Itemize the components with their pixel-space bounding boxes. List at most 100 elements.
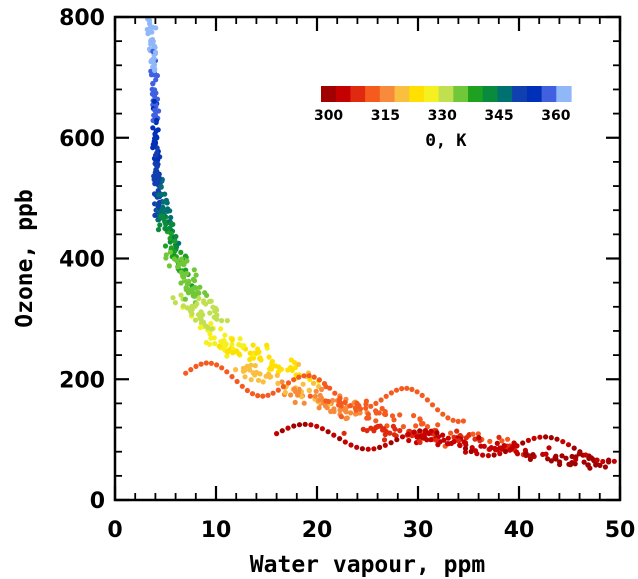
data-point: [314, 424, 319, 429]
data-point: [434, 430, 439, 435]
y-tick-label: 400: [59, 248, 105, 273]
data-point: [194, 273, 199, 278]
data-point: [339, 414, 344, 419]
data-point: [198, 315, 203, 320]
data-point: [537, 435, 542, 440]
data-point: [373, 418, 378, 423]
data-point: [389, 390, 394, 395]
data-point: [397, 428, 402, 433]
data-point: [583, 452, 588, 457]
data-point: [222, 333, 227, 338]
data-point: [225, 349, 230, 354]
data-point: [430, 402, 435, 407]
data-point: [451, 418, 456, 423]
data-point: [514, 443, 519, 448]
data-point: [192, 278, 197, 283]
data-point: [179, 270, 184, 275]
colorbar-tick-label: 315: [371, 108, 400, 124]
data-point: [553, 456, 558, 461]
data-point: [343, 406, 348, 411]
data-point: [212, 341, 217, 346]
data-point: [192, 294, 197, 299]
colorbar-swatch: [321, 86, 336, 102]
data-point: [281, 384, 286, 389]
data-point: [184, 285, 189, 290]
data-point: [435, 407, 440, 412]
data-point: [157, 222, 162, 227]
data-point: [312, 375, 317, 380]
data-point: [425, 397, 430, 402]
data-point: [155, 180, 160, 185]
data-point: [248, 363, 253, 368]
data-point: [440, 433, 445, 438]
data-point: [163, 222, 168, 227]
data-point: [250, 391, 255, 396]
x-tick-label: 20: [302, 518, 333, 543]
data-point: [291, 377, 296, 382]
data-point: [423, 428, 428, 433]
data-point: [256, 350, 261, 355]
data-point: [337, 396, 342, 401]
data-point: [563, 456, 568, 461]
data-point: [154, 118, 159, 123]
data-point: [323, 403, 328, 408]
data-point: [199, 362, 204, 367]
data-point: [311, 381, 316, 386]
data-point: [297, 422, 302, 427]
data-point: [454, 429, 459, 434]
data-point: [327, 386, 332, 391]
data-point: [480, 453, 485, 458]
data-point: [332, 391, 337, 396]
data-point: [409, 387, 414, 392]
data-point: [168, 250, 173, 255]
data-point: [368, 404, 373, 409]
data-point: [152, 141, 157, 146]
data-point: [219, 318, 224, 323]
data-point: [495, 441, 500, 446]
data-point: [391, 417, 396, 422]
data-point: [167, 263, 172, 268]
data-point: [193, 364, 198, 369]
data-point: [377, 445, 382, 450]
data-point: [252, 372, 257, 377]
colorbar-tick-label: 300: [314, 108, 343, 124]
data-point: [469, 449, 474, 454]
colorbar-swatch: [439, 86, 454, 102]
data-point: [257, 371, 262, 376]
data-point: [172, 239, 177, 244]
data-point: [492, 452, 497, 457]
data-point: [163, 226, 168, 231]
data-point: [316, 398, 321, 403]
data-point: [314, 389, 319, 394]
data-point: [317, 405, 322, 410]
data-point: [326, 429, 331, 434]
colorbar-swatch: [497, 86, 512, 102]
data-point: [401, 424, 406, 429]
data-point: [275, 373, 280, 378]
data-point: [196, 291, 201, 296]
data-point: [557, 462, 562, 467]
data-point: [152, 132, 157, 137]
y-tick-label: 0: [90, 489, 105, 514]
data-point: [566, 442, 571, 447]
data-point: [572, 446, 577, 451]
data-point: [214, 317, 219, 322]
data-point: [394, 437, 399, 442]
data-point: [181, 303, 186, 308]
data-point: [286, 380, 291, 385]
data-point: [400, 434, 405, 439]
data-point: [343, 400, 348, 405]
colorbar-swatch: [409, 86, 424, 102]
data-point: [169, 221, 174, 226]
data-point: [169, 245, 174, 250]
data-point: [318, 393, 323, 398]
x-tick-label: 10: [201, 518, 232, 543]
data-point: [374, 410, 379, 415]
data-point: [260, 394, 265, 399]
x-tick-label: 50: [605, 518, 636, 543]
data-point: [207, 299, 212, 304]
data-points: [145, 16, 617, 471]
data-point: [487, 447, 492, 452]
data-point: [342, 431, 347, 436]
